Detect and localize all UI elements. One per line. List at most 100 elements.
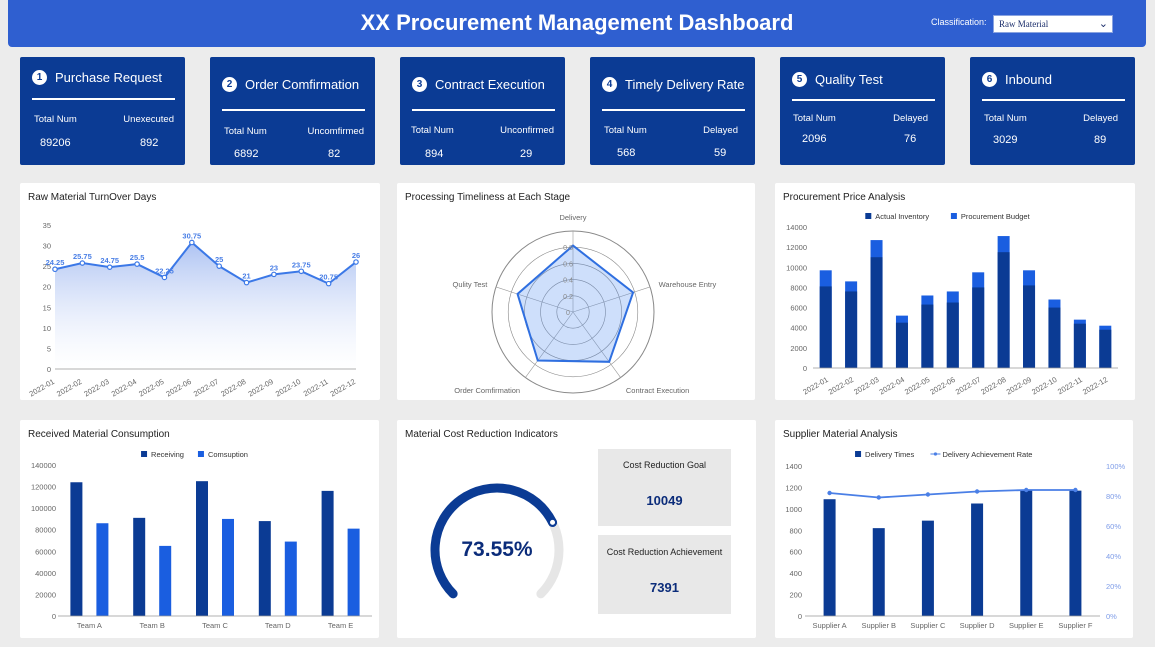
- panel-cost-reduction: Material Cost Reduction Indicators 73.55…: [397, 420, 756, 638]
- data-point: [216, 263, 222, 269]
- achievement-rate-point: [876, 495, 881, 500]
- legend-swatch: [950, 213, 957, 219]
- bar-actual-inventory: [895, 322, 908, 368]
- kpi-label-secondary: Delayed: [893, 113, 928, 124]
- kpi-value-total: 3029: [993, 134, 1018, 146]
- y-tick-label: 0: [47, 365, 51, 374]
- classification-select[interactable]: Raw Material ⌄: [993, 15, 1113, 33]
- panel-title: Raw Material TurnOver Days: [28, 192, 157, 203]
- x-tick-label: Supplier F: [1058, 621, 1093, 630]
- y-tick-label: 4000: [790, 324, 807, 333]
- x-tick-label: 2022-07: [954, 375, 982, 397]
- data-label: 22.25: [155, 266, 174, 275]
- achievement-rate-point: [827, 490, 832, 496]
- data-label: 25.75: [73, 252, 92, 261]
- kpi-value-secondary: 76: [904, 133, 917, 145]
- kpi-number-icon: 4: [602, 77, 617, 92]
- header-bar: XX Procurement Management Dashboard Clas…: [8, 0, 1146, 47]
- bar-actual-inventory: [972, 287, 985, 368]
- bar-actual-inventory: [1023, 285, 1036, 368]
- data-label: 21: [242, 272, 250, 281]
- radar-area: [516, 244, 635, 363]
- kpi-value-total: 89206: [40, 137, 71, 149]
- page-title: XX Procurement Management Dashboard: [360, 10, 794, 35]
- kpi-timely-delivery-rate: 4 Timely Delivery Rate Total Num Delayed …: [590, 57, 755, 165]
- data-point: [106, 264, 113, 270]
- x-tick-label: Team A: [77, 621, 102, 630]
- legend-label: Actual Inventory: [875, 212, 929, 221]
- achievement-rate-point: [925, 492, 931, 497]
- x-tick-label: 2022-01: [801, 375, 829, 397]
- panel-title: Material Cost Reduction Indicators: [405, 429, 558, 440]
- kpi-quality-test: 5 Quality Test Total Num Delayed 2096 76: [780, 57, 945, 165]
- data-point: [134, 261, 140, 267]
- cost-achievement-label: Cost Reduction Achievement: [606, 547, 723, 557]
- kpi-title: Timely Delivery Rate: [625, 77, 745, 92]
- kpi-label-secondary: Uncomfirmed: [307, 126, 365, 137]
- radar-indicator-label: Delivery: [559, 213, 586, 222]
- panel-title: Supplier Material Analysis: [783, 429, 898, 440]
- x-tick-label: 2022-04: [110, 377, 138, 399]
- radar-spoke: [572, 286, 651, 313]
- x-tick-label: 2022-06: [164, 377, 192, 399]
- kpi-label-secondary: Delayed: [1083, 113, 1118, 124]
- supplier-chart: Delivery Times Delivery Achievement Rate 0…: [785, 450, 1125, 630]
- x-tick-label: Supplier B: [861, 621, 896, 630]
- x-tick-label: 2022-03: [82, 377, 110, 399]
- classification-value: Raw Material: [999, 19, 1049, 29]
- data-label: 24.75: [100, 256, 119, 265]
- kpi-label-total: Total Num: [984, 113, 1027, 124]
- y-tick-label: 1200: [785, 483, 802, 492]
- y-tick-label: 2000: [790, 344, 807, 353]
- data-label: 20.75: [319, 273, 338, 282]
- x-tick-label: 2022-11: [1056, 375, 1084, 396]
- kpi-title: Purchase Request: [55, 70, 162, 85]
- bar-actual-inventory: [1073, 323, 1086, 368]
- kpi-label-total: Total Num: [224, 126, 267, 137]
- radar-ring-label: 0.6: [563, 261, 573, 268]
- x-tick-label: 2022-11: [302, 377, 330, 398]
- data-label: 23: [270, 263, 278, 272]
- x-tick-label: Supplier A: [812, 621, 846, 630]
- bar-receiving: [196, 481, 208, 616]
- kpi-label-secondary: Unexecuted: [123, 114, 174, 125]
- bar-receiving: [70, 482, 83, 616]
- legend-label: Delivery Times: [865, 450, 914, 459]
- x-tick-label: Team E: [328, 621, 353, 630]
- y-tick-label: 25: [43, 262, 51, 271]
- y-tick-label: 600: [789, 548, 802, 557]
- y-tick-label: 0: [52, 612, 56, 621]
- bar-receiving: [258, 521, 271, 616]
- y-tick-label: 6000: [790, 304, 807, 313]
- y2-tick-label: 60%: [1106, 522, 1121, 531]
- y2-tick-label: 20%: [1106, 582, 1121, 591]
- data-point: [325, 280, 332, 287]
- kpi-title: Quality Test: [815, 72, 883, 87]
- legend-swatch: [197, 451, 204, 457]
- bar-actual-inventory: [946, 302, 959, 368]
- divider: [412, 109, 555, 111]
- gauge-chart: [430, 483, 564, 599]
- kpi-label-total: Total Num: [604, 125, 647, 136]
- chevron-down-icon[interactable]: ⌄: [1098, 18, 1108, 30]
- legend-label: Procurement Budget: [961, 212, 1031, 221]
- x-tick-label: 2022-08: [979, 375, 1007, 397]
- legend-label: Receiving: [151, 450, 184, 459]
- y-tick-label: 8000: [790, 283, 807, 292]
- panel-supplier-material: Supplier Material Analysis Delivery Time…: [775, 420, 1133, 638]
- panel-material-consumption: Received Material Consumption Receiving C…: [20, 420, 379, 638]
- data-point: [353, 259, 359, 265]
- y-tick-label: 14000: [786, 223, 807, 232]
- bar-consumption: [347, 528, 360, 616]
- divider: [792, 99, 935, 101]
- kpi-purchase-request: 1 Purchase Request Total Num Unexecuted 8…: [20, 57, 185, 165]
- kpi-label-total: Total Num: [34, 114, 77, 125]
- radar-ring-label: 0.8: [563, 245, 573, 252]
- legend-label: Comsuption: [208, 450, 248, 459]
- data-label: 25: [215, 255, 223, 264]
- y-tick-label: 100000: [31, 504, 56, 513]
- bar-receiving: [321, 490, 334, 616]
- kpi-number-icon: 6: [982, 72, 997, 87]
- radar-ring-label: 0.4: [563, 278, 573, 285]
- y-tick-label: 800: [789, 526, 802, 535]
